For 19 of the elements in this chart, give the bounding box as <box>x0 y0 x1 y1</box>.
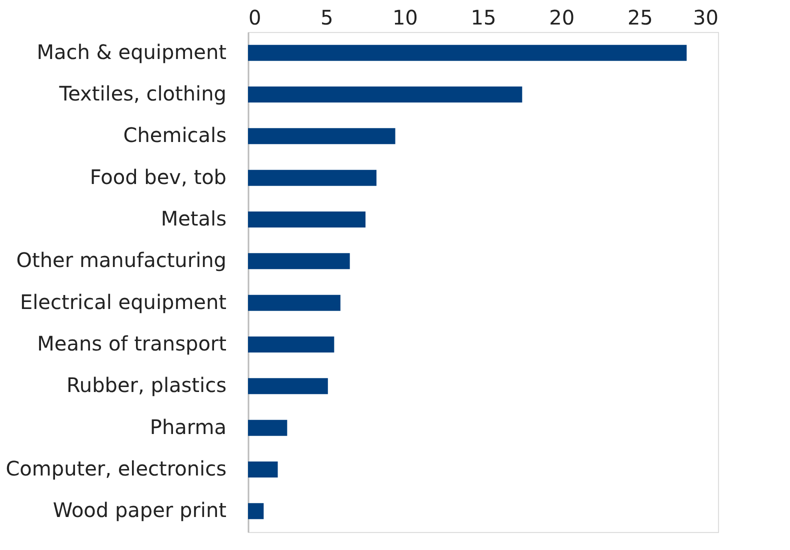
y-tick-label: Metals <box>160 206 226 230</box>
x-tick-label: 20 <box>549 6 575 30</box>
y-tick-label: Food bev, tob <box>90 164 226 189</box>
y-tick-label: Wood paper print <box>52 498 227 522</box>
x-tick-label: 10 <box>392 6 418 30</box>
y-tick-label: Textiles, clothing <box>58 82 226 106</box>
x-tick-label: 15 <box>470 6 496 30</box>
y-tick-label: Rubber, plastics <box>66 373 226 398</box>
x-tick-label: 5 <box>320 6 334 30</box>
y-tick-label: Other manufacturing <box>16 248 226 272</box>
y-tick-label: Chemicals <box>123 123 226 148</box>
y-tick-label: Mach & equipment <box>36 40 227 64</box>
y-tick-label: Computer, electronics <box>6 456 226 480</box>
x-tick-label: 0 <box>248 6 262 30</box>
y-tick-label: Means of transport <box>37 332 227 356</box>
y-tick-label: Electrical equipment <box>20 290 227 314</box>
x-tick-label: 25 <box>627 6 653 30</box>
y-tick-label: Pharma <box>150 414 226 439</box>
x-tick-label: 30 <box>693 6 718 30</box>
